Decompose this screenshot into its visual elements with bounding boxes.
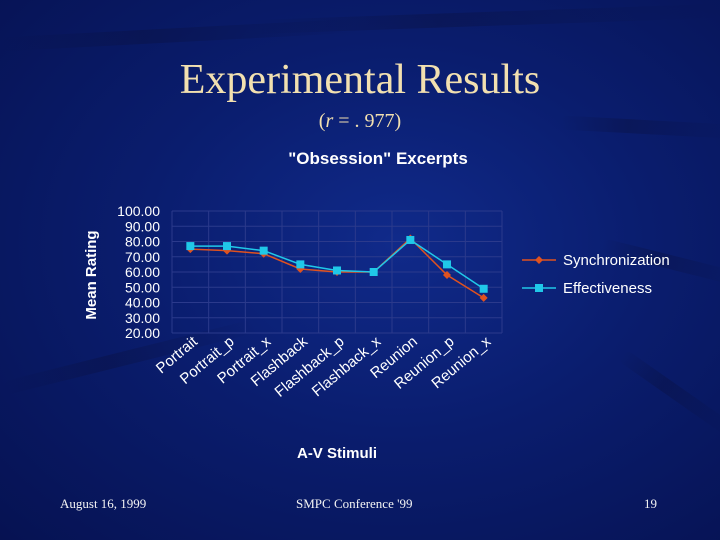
subtitle-variable: r <box>325 110 334 132</box>
data-point-effectiveness <box>479 284 488 293</box>
y-tick-label: 60.00 <box>125 264 160 280</box>
slide-title: Experimental Results <box>179 57 541 103</box>
footer-date: August 16, 1999 <box>60 496 147 511</box>
y-tick-label: 80.00 <box>125 234 160 250</box>
data-point-effectiveness <box>223 242 231 251</box>
legend-label: Synchronization <box>563 252 670 269</box>
data-point-effectiveness <box>186 242 195 251</box>
data-point-effectiveness <box>333 266 341 275</box>
y-tick-label: 90.00 <box>125 218 160 234</box>
y-tick-label: 70.00 <box>125 249 160 265</box>
y-tick-label: 100.00 <box>117 203 160 219</box>
chart-title: "Obsession" Excerpts <box>288 149 468 168</box>
correlation-subtitle: (r = . 977) <box>0 110 720 133</box>
y-tick-label: 50.00 <box>125 279 160 295</box>
data-point-effectiveness <box>259 246 268 255</box>
footer-conference: SMPC Conference '99 <box>296 496 413 511</box>
data-point-effectiveness <box>369 268 378 276</box>
series-line-effectiveness <box>190 239 485 290</box>
subtitle-open: ( <box>318 110 326 132</box>
y-tick-label: 20.00 <box>125 325 160 341</box>
legend-marker <box>535 284 543 292</box>
footer-page-number: 19 <box>644 496 657 511</box>
subtitle-value: = . 977) <box>333 110 402 132</box>
data-point-synchronization <box>479 293 488 302</box>
y-axis-label: Mean Rating <box>83 230 100 319</box>
data-point-effectiveness <box>406 235 415 244</box>
legend-marker <box>535 256 543 264</box>
legend-label: Effectiveness <box>563 280 652 297</box>
data-point-effectiveness <box>296 260 305 269</box>
data-point-synchronization <box>443 271 451 280</box>
y-tick-label: 40.00 <box>125 295 160 311</box>
y-tick-label: 30.00 <box>125 310 160 326</box>
x-axis-label: A-V Stimuli <box>297 445 377 462</box>
data-point-effectiveness <box>443 260 451 269</box>
